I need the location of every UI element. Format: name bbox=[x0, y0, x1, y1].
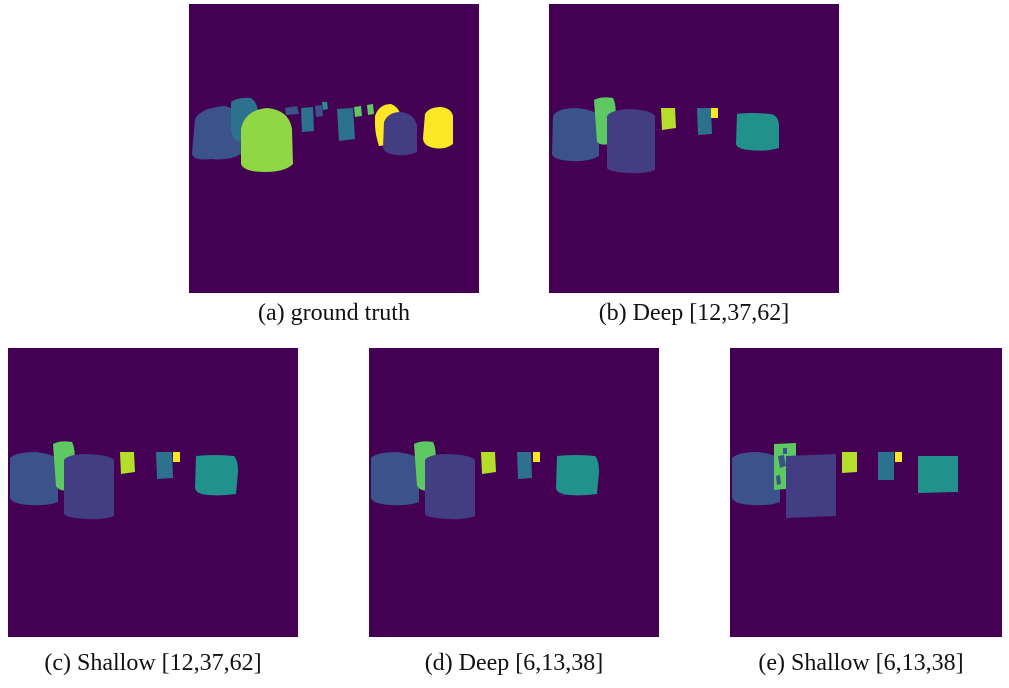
panel-caption: (b) Deep [12,37,62] bbox=[598, 300, 790, 326]
panel-caption: (d) Deep [6,13,38] bbox=[424, 650, 604, 676]
panel-caption: (c) Shallow [12,37,62] bbox=[44, 650, 262, 676]
segmentation-shallow-6-13-38-image bbox=[730, 348, 1002, 637]
segmentation-deep-6-13-38-image bbox=[369, 348, 659, 637]
panel-caption: (e) Shallow [6,13,38] bbox=[758, 650, 964, 676]
segmentation-deep-12-37-62-image bbox=[549, 4, 839, 293]
panel-caption: (a) ground truth bbox=[258, 300, 410, 326]
segmentation-shallow-12-37-62-image bbox=[8, 348, 298, 637]
segmentation-ground-truth-image bbox=[189, 4, 479, 293]
